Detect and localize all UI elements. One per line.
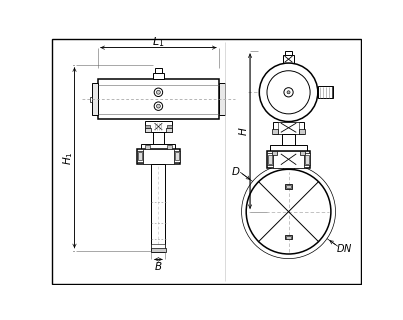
Bar <box>285 235 292 239</box>
Bar <box>285 51 293 55</box>
Bar <box>300 151 305 155</box>
Bar <box>272 129 278 134</box>
Bar <box>151 248 166 252</box>
Bar <box>272 151 277 155</box>
Bar <box>137 151 143 162</box>
Text: $L_1$: $L_1$ <box>152 35 165 49</box>
Circle shape <box>246 169 331 254</box>
Bar <box>283 55 294 63</box>
Circle shape <box>287 91 290 94</box>
Bar <box>286 236 291 239</box>
Bar <box>299 129 305 134</box>
Circle shape <box>284 88 293 97</box>
Bar <box>219 83 224 116</box>
Bar <box>273 151 304 168</box>
Text: $B$: $B$ <box>154 260 163 272</box>
Bar <box>141 144 175 148</box>
Bar <box>286 185 291 188</box>
Bar <box>268 155 272 164</box>
Circle shape <box>259 63 318 122</box>
Bar <box>318 86 333 99</box>
Bar <box>278 122 299 134</box>
Text: $D$: $D$ <box>231 165 240 177</box>
Circle shape <box>156 104 160 108</box>
Bar <box>283 134 295 145</box>
Bar <box>152 164 165 252</box>
Bar <box>166 128 172 132</box>
Bar <box>304 153 310 165</box>
Bar <box>137 148 180 164</box>
Circle shape <box>241 165 336 259</box>
Bar <box>90 97 92 101</box>
Bar <box>267 153 273 165</box>
Bar <box>145 121 172 132</box>
Bar <box>145 125 150 128</box>
Bar <box>285 184 292 188</box>
Bar <box>167 125 172 128</box>
Bar <box>270 145 307 151</box>
Bar <box>145 145 150 148</box>
Bar <box>305 155 310 164</box>
Bar <box>174 151 180 162</box>
Bar <box>155 68 162 73</box>
Circle shape <box>154 88 163 97</box>
Bar <box>152 244 165 248</box>
Bar <box>92 83 98 116</box>
Circle shape <box>267 71 310 114</box>
Circle shape <box>156 90 160 94</box>
Bar <box>174 152 179 160</box>
Bar <box>143 148 174 164</box>
Bar <box>98 79 219 119</box>
Bar <box>137 152 142 160</box>
Bar <box>267 151 310 168</box>
Bar <box>273 122 304 134</box>
Bar <box>167 145 172 148</box>
Bar <box>145 128 151 132</box>
Text: $DN$: $DN$ <box>336 242 352 254</box>
Circle shape <box>154 102 163 110</box>
Bar <box>153 73 164 79</box>
Text: $H$: $H$ <box>237 126 249 136</box>
Text: $H_1$: $H_1$ <box>61 151 75 165</box>
